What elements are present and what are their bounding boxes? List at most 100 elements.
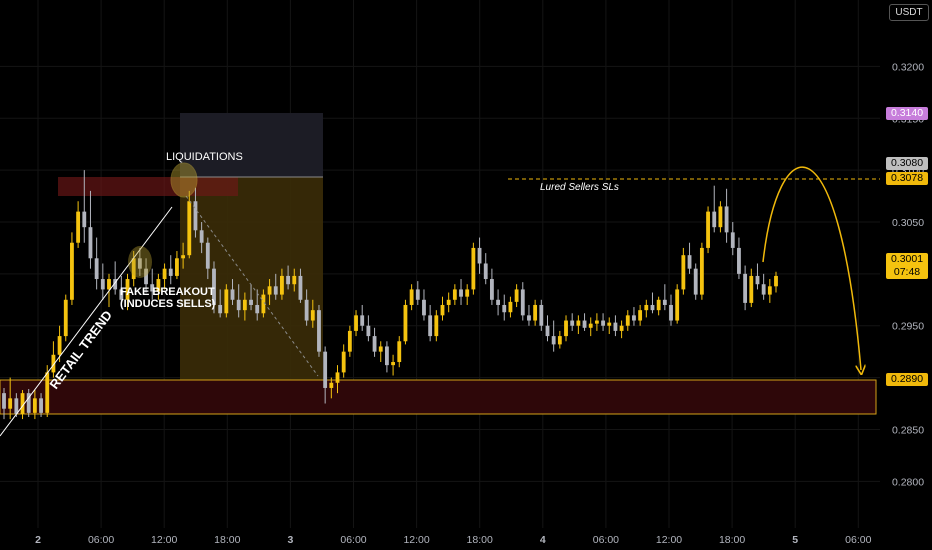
candle-body — [224, 289, 229, 314]
candle-body — [539, 304, 544, 326]
candle-body — [625, 315, 630, 326]
candle-body — [656, 299, 661, 311]
candle-body — [489, 279, 494, 300]
candle-body — [131, 258, 136, 280]
x-tick-label: 06:00 — [88, 534, 114, 546]
y-tick-label: 0.3050 — [892, 217, 924, 229]
candle-body — [545, 325, 550, 337]
liquidations-highlight — [170, 162, 198, 198]
candle-body — [576, 320, 581, 326]
x-tick-label: 18:00 — [214, 534, 240, 546]
candle-body — [273, 286, 278, 295]
candle-body — [712, 211, 717, 228]
candle-body — [249, 299, 253, 305]
candle-body — [508, 301, 513, 313]
position-box-top — [180, 113, 323, 177]
x-tick-label: 06:00 — [845, 534, 871, 546]
candle-body — [397, 341, 402, 363]
candle-body — [354, 315, 358, 331]
candle-body — [45, 372, 50, 413]
candle-body — [304, 299, 309, 321]
candle-body — [761, 284, 766, 295]
candle-body — [199, 230, 204, 243]
candle-body — [669, 304, 673, 321]
candle-body — [310, 310, 315, 321]
candle-body — [582, 320, 587, 328]
candle-body — [292, 275, 297, 285]
y-tick-label: 0.2950 — [892, 321, 924, 333]
candle-body — [681, 255, 686, 290]
candle-body — [144, 268, 148, 285]
candle-body — [88, 227, 93, 259]
candle-body — [662, 299, 667, 305]
y-tick-label: 0.2800 — [892, 476, 924, 488]
candle-body — [51, 354, 56, 373]
candle-body — [26, 393, 31, 413]
x-tick-label: 12:00 — [403, 534, 429, 546]
candle-body — [471, 247, 476, 290]
candle-body — [594, 320, 599, 324]
candle-body — [613, 322, 618, 331]
candle-body — [724, 206, 729, 233]
liquidations-zone — [58, 177, 238, 196]
candle-body — [317, 310, 321, 352]
candle-body — [286, 275, 291, 285]
candle-body — [94, 258, 99, 280]
candle-body — [465, 289, 470, 297]
x-tick-label: 12:00 — [656, 534, 682, 546]
candle-body — [514, 289, 519, 302]
fake-breakout-label: FAKE BREAKOUT — [120, 286, 215, 298]
candle-body — [181, 255, 186, 259]
candle-body — [280, 275, 284, 295]
candle-body — [477, 247, 482, 264]
candle-body — [588, 323, 593, 328]
candle-body — [718, 206, 723, 228]
candle-body — [520, 289, 525, 316]
candle-body — [557, 336, 562, 345]
candle-body — [156, 279, 161, 292]
current-price: 0.3001 — [890, 253, 924, 265]
candle-body — [32, 398, 37, 413]
candle-body — [360, 315, 365, 326]
candle-body — [175, 258, 179, 276]
candle-body — [730, 232, 735, 248]
fake-breakout-highlight — [128, 246, 152, 278]
candle-body — [100, 279, 105, 290]
candle-body — [20, 393, 25, 414]
candle-body — [440, 304, 445, 316]
candle-body — [187, 201, 192, 256]
candle-body — [70, 242, 74, 300]
induces-sells-label: (INDUCES SELLS) — [120, 298, 216, 310]
y-tick-label: 0.3200 — [892, 61, 924, 73]
projection-arrow — [762, 166, 861, 370]
time-axis[interactable]: 2 06:00 12:00 18:00 3 06:00 12:00 18:00 4 06:00 12… — [35, 534, 872, 546]
candle-body — [347, 330, 352, 352]
candle-body — [57, 336, 62, 355]
candle-body — [267, 286, 272, 295]
candle-body — [341, 351, 346, 373]
candle-countdown: 07:48 — [893, 266, 921, 278]
candle-body — [650, 304, 655, 311]
candle-body — [218, 304, 223, 314]
candle-body — [502, 304, 507, 313]
x-tick-label: 3 — [287, 534, 293, 546]
retail-trend-line — [0, 206, 173, 437]
x-tick-label: 4 — [540, 534, 546, 546]
x-tick-label: 18:00 — [719, 534, 745, 546]
x-tick-label: 18:00 — [467, 534, 493, 546]
candle-body — [335, 372, 340, 383]
candle-body — [255, 304, 260, 314]
candle-body — [743, 273, 748, 303]
candle-body — [570, 320, 575, 326]
candle-body — [409, 289, 414, 305]
candle-body — [644, 304, 649, 311]
candle-body — [527, 315, 531, 321]
candle-body — [298, 275, 303, 300]
candle-body — [113, 279, 118, 290]
price-tag-3078: 0.3078 — [886, 172, 928, 185]
currency-label[interactable]: USDT — [889, 4, 929, 21]
projection-path — [185, 195, 319, 377]
candle-body — [607, 322, 612, 326]
candle-body — [533, 304, 538, 321]
